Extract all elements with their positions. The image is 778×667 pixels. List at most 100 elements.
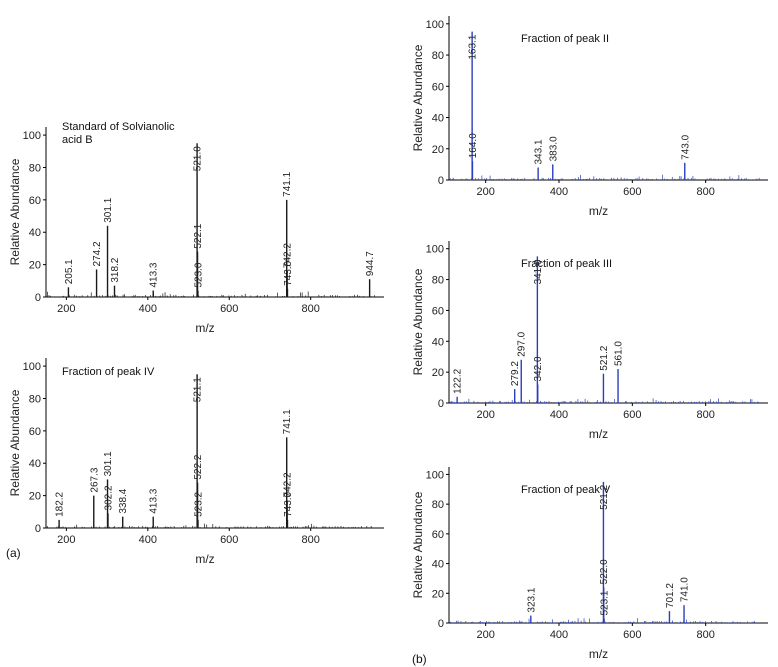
y-tick-label: 80 bbox=[29, 162, 41, 174]
peak-label: 523.0 bbox=[193, 262, 204, 287]
y-tick-label: 60 bbox=[432, 81, 444, 93]
x-tick-label: 600 bbox=[220, 303, 238, 315]
x-tick-label: 200 bbox=[57, 534, 75, 546]
peak-label: 413.3 bbox=[149, 262, 160, 287]
spectrum-a2: 0 20 40 60 80 100 200 400 600 800 m/z Relative Abun… bbox=[8, 358, 384, 566]
y-axis-title: Relative Abundance bbox=[8, 158, 22, 265]
spectrum-b3: 0 20 40 60 80 100 200 400 600 800 m/z Relative Abun… bbox=[411, 467, 768, 661]
y-tick-label: 40 bbox=[29, 227, 41, 239]
peak-label: 302.2 bbox=[103, 485, 114, 510]
peak-label: 521.0 bbox=[193, 146, 204, 171]
x-axis-title: m/z bbox=[195, 321, 214, 335]
y-tick-label: 100 bbox=[426, 244, 444, 256]
y-tick-label: 0 bbox=[438, 175, 444, 187]
y-tick-label: 0 bbox=[438, 398, 444, 410]
x-axis-title: m/z bbox=[589, 204, 608, 218]
peak-label: 521.2 bbox=[599, 345, 610, 370]
y-tick-label: 60 bbox=[432, 305, 444, 317]
x-tick-label: 800 bbox=[302, 534, 320, 546]
y-tick-label: 20 bbox=[29, 491, 41, 503]
y-tick-label: 80 bbox=[432, 275, 444, 287]
x-tick-label: 600 bbox=[623, 186, 641, 198]
y-tick-label: 100 bbox=[426, 19, 444, 31]
y-axis-title: Relative Abundance bbox=[8, 389, 22, 496]
y-tick-label: 80 bbox=[29, 393, 41, 405]
peak-label: 742.2 bbox=[283, 472, 294, 497]
y-tick-label: 100 bbox=[426, 469, 444, 481]
peak-label: 342.0 bbox=[533, 356, 544, 381]
chart-title: Fraction of peak V bbox=[521, 484, 611, 496]
peak-label: 741.1 bbox=[282, 409, 293, 434]
y-tick-label: 60 bbox=[29, 426, 41, 438]
x-tick-label: 200 bbox=[57, 303, 75, 315]
peak-label: 297.0 bbox=[517, 331, 528, 356]
peak-label: 522.2 bbox=[193, 454, 204, 479]
peak-label: 338.4 bbox=[118, 488, 129, 513]
peak-label: 522.1 bbox=[193, 223, 204, 248]
x-tick-label: 400 bbox=[550, 186, 568, 198]
panel-label-b: (b) bbox=[412, 652, 427, 666]
x-tick-label: 600 bbox=[220, 534, 238, 546]
peak-label: 341.0 bbox=[533, 259, 544, 284]
peak-label: 522.0 bbox=[599, 559, 610, 584]
peak-label: 205.1 bbox=[64, 259, 75, 284]
y-axis-title: Relative Abundance bbox=[411, 491, 425, 598]
y-tick-label: 80 bbox=[432, 50, 444, 62]
x-tick-label: 200 bbox=[476, 629, 494, 641]
x-tick-label: 200 bbox=[476, 186, 494, 198]
y-tick-label: 40 bbox=[432, 336, 444, 348]
y-tick-label: 40 bbox=[432, 113, 444, 125]
peak-label: 521.2 bbox=[599, 484, 610, 509]
peak-label: 523.1 bbox=[600, 590, 611, 615]
y-tick-label: 0 bbox=[35, 292, 41, 304]
peak-label: 122.2 bbox=[453, 368, 464, 393]
y-tick-label: 0 bbox=[438, 618, 444, 630]
chart-title: Fraction of peak III bbox=[521, 258, 612, 270]
x-axis-title: m/z bbox=[589, 647, 608, 661]
x-axis-title: m/z bbox=[589, 427, 608, 441]
chart-title: Fraction of peak IV bbox=[62, 366, 155, 378]
x-axis-title: m/z bbox=[195, 552, 214, 566]
x-tick-label: 600 bbox=[623, 629, 641, 641]
peak-label: 301.1 bbox=[103, 451, 114, 476]
y-tick-label: 100 bbox=[23, 361, 41, 373]
y-tick-label: 20 bbox=[432, 144, 444, 156]
peak-label: 164.0 bbox=[468, 133, 479, 158]
peak-label: 279.2 bbox=[510, 361, 521, 386]
peak-label: 323.1 bbox=[526, 587, 537, 612]
peak-label: 701.2 bbox=[665, 583, 676, 608]
panel-label-a: (a) bbox=[6, 546, 21, 560]
y-tick-label: 40 bbox=[29, 458, 41, 470]
y-tick-label: 60 bbox=[29, 195, 41, 207]
x-tick-label: 800 bbox=[696, 629, 714, 641]
chart-title: Fraction of peak II bbox=[521, 33, 609, 45]
y-tick-label: 60 bbox=[432, 529, 444, 541]
spectrum-a1: 0 20 40 60 80 100 200 400 600 800 m/z Relative Abun… bbox=[8, 121, 384, 335]
x-tick-label: 400 bbox=[139, 303, 157, 315]
peak-label: 742.2 bbox=[283, 243, 294, 268]
peak-label: 743.0 bbox=[680, 134, 691, 159]
y-tick-label: 40 bbox=[432, 559, 444, 571]
y-tick-label: 100 bbox=[23, 130, 41, 142]
y-tick-label: 0 bbox=[35, 523, 41, 535]
spectrum-b2: 0 20 40 60 80 100 200 400 600 800 m/z Relative Abun… bbox=[411, 241, 768, 441]
peak-label: 383.0 bbox=[548, 136, 559, 161]
peak-label: 523.2 bbox=[193, 491, 204, 516]
x-tick-label: 800 bbox=[302, 303, 320, 315]
x-tick-label: 400 bbox=[550, 629, 568, 641]
peak-label: 743.0 bbox=[283, 491, 294, 516]
y-tick-label: 20 bbox=[432, 588, 444, 600]
peak-label: 741.1 bbox=[282, 171, 293, 196]
peak-label: 274.2 bbox=[92, 241, 103, 266]
x-tick-label: 800 bbox=[696, 409, 714, 421]
peak-label: 182.2 bbox=[55, 491, 66, 516]
y-tick-label: 20 bbox=[29, 260, 41, 272]
x-tick-label: 600 bbox=[623, 409, 641, 421]
x-tick-label: 200 bbox=[476, 409, 494, 421]
peak-label: 741.0 bbox=[680, 577, 691, 602]
peak-label: 521.1 bbox=[193, 377, 204, 402]
peak-label: 301.1 bbox=[103, 197, 114, 222]
x-tick-label: 400 bbox=[139, 534, 157, 546]
y-axis-title: Relative Abundance bbox=[411, 44, 425, 151]
